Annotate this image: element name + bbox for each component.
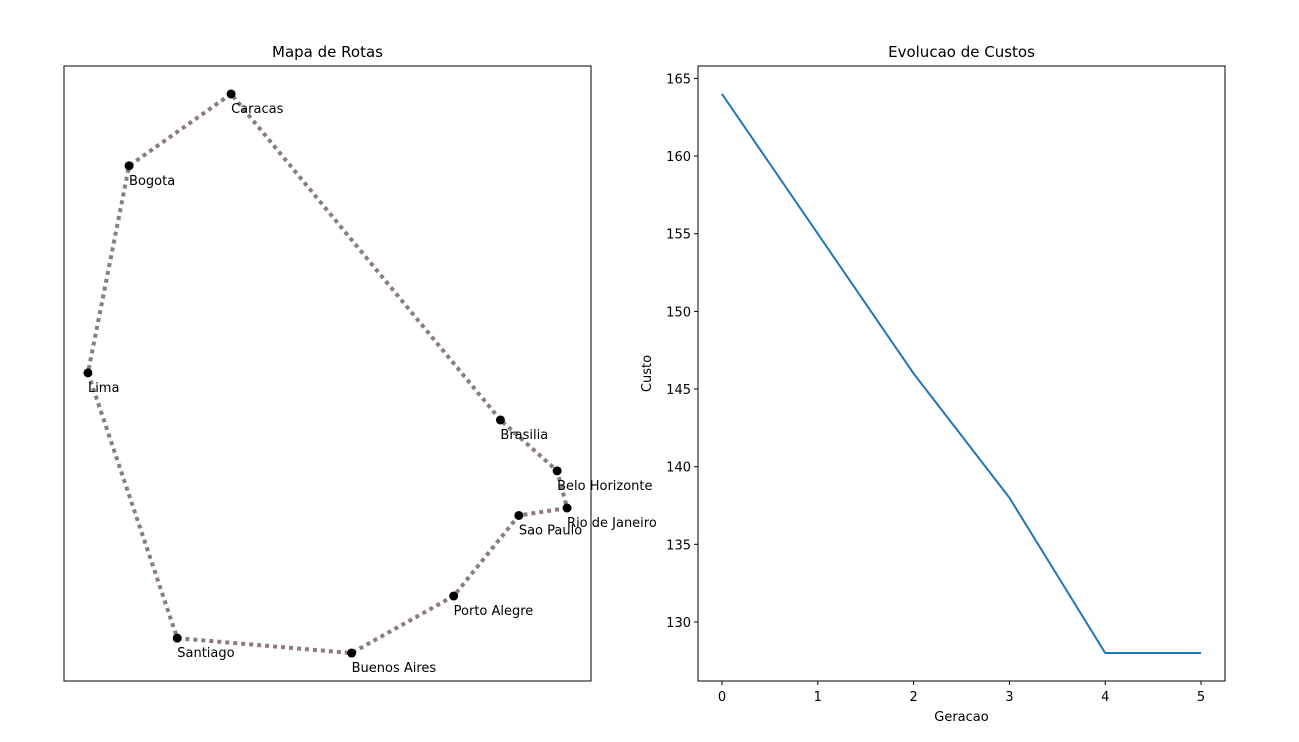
y-tick-label: 135 (666, 538, 691, 553)
y-tick-label: 140 (666, 461, 691, 476)
x-tick-label: 5 (1197, 690, 1205, 705)
axes-frame (697, 65, 1226, 682)
city-label: Lima (88, 381, 119, 396)
y-tick-label: 145 (666, 383, 691, 398)
y-tick-label: 160 (666, 150, 691, 165)
city-label: Bogota (129, 174, 175, 189)
y-tick-label: 130 (666, 616, 691, 631)
y-tick-label: 155 (666, 228, 691, 243)
axes-frame (63, 65, 592, 682)
chart-title: Mapa de Rotas (272, 43, 383, 61)
x-tick-label: 1 (814, 690, 822, 705)
x-tick-label: 2 (909, 690, 917, 705)
city-point (514, 510, 524, 520)
city-label: Porto Alegre (454, 604, 534, 619)
city-label: Santiago (177, 646, 234, 661)
x-axis-label: Geracao (934, 710, 988, 725)
city-point (562, 503, 572, 513)
route-closing (229, 92, 502, 422)
city-point (552, 466, 562, 476)
y-tick-label: 165 (666, 72, 691, 87)
city-point (124, 161, 134, 171)
city-point (226, 89, 236, 99)
city-point (83, 368, 93, 378)
city-label: Buenos Aires (352, 661, 437, 676)
city-label: Brasilia (500, 428, 548, 443)
city-label: Caracas (231, 102, 283, 117)
y-axis-label: Custo (640, 355, 655, 392)
x-tick-label: 0 (718, 690, 726, 705)
city-point (172, 633, 182, 643)
city-point (449, 591, 459, 601)
y-tick-label: 150 (666, 305, 691, 320)
city-point (495, 415, 505, 425)
x-tick-label: 3 (1005, 690, 1013, 705)
route-line (85, 92, 570, 656)
chart-title: Evolucao de Custos (888, 43, 1035, 61)
city-label: Belo Horizonte (557, 479, 652, 494)
x-tick-label: 4 (1101, 690, 1109, 705)
city-label: Sao Paulo (519, 523, 582, 538)
city-point (347, 648, 357, 658)
city-label: Rio de Janeiro (567, 516, 657, 531)
cost-line (721, 93, 1202, 655)
